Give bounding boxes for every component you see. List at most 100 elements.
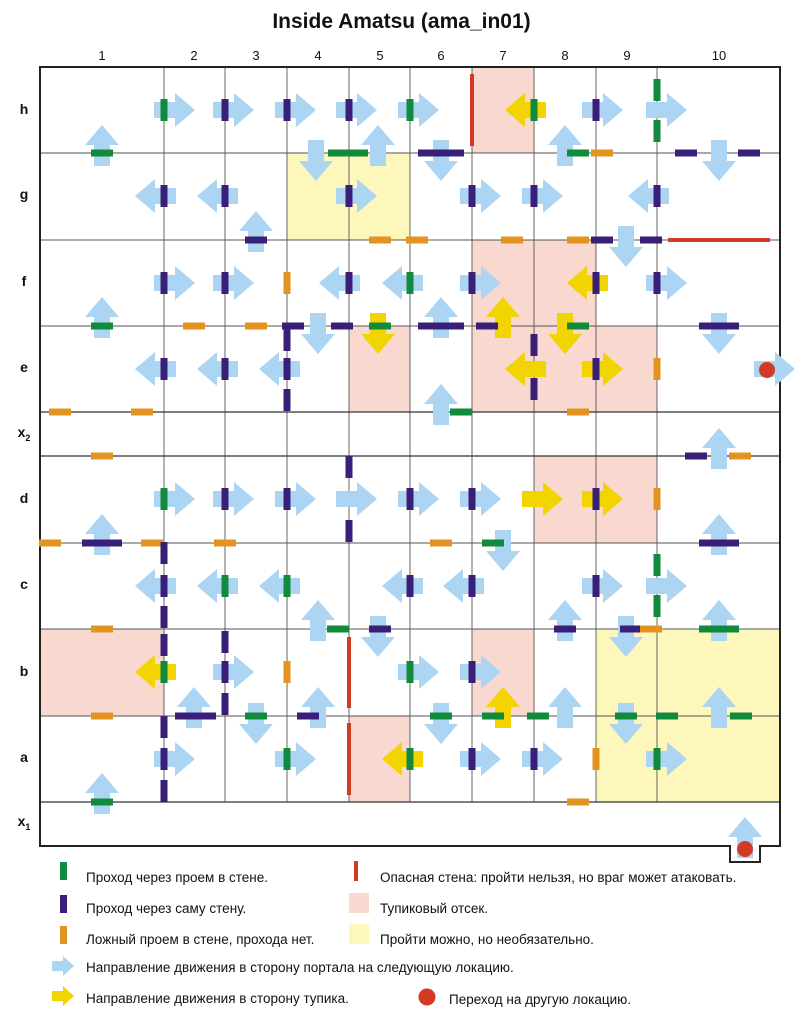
purple-wall-marker <box>160 634 168 656</box>
exit-dot-1 <box>737 841 753 857</box>
blue-arrow-l <box>135 569 176 603</box>
orange-wall-marker <box>283 661 291 683</box>
purple-wall-marker <box>468 575 476 597</box>
blue-arrow-r <box>213 655 254 689</box>
blue-arrow-u <box>85 125 119 166</box>
purple-wall-marker <box>738 149 760 157</box>
green-wall-marker <box>699 625 739 633</box>
yellow-arrow-r <box>582 482 623 516</box>
purple-wall-marker <box>418 149 464 157</box>
orange-wall-marker <box>91 625 113 633</box>
orange-wall-marker <box>49 408 71 416</box>
orange-wall-marker <box>729 452 751 460</box>
green-wall-marker <box>653 120 661 142</box>
blue-arrow-r <box>275 742 316 776</box>
column-label: 8 <box>561 48 568 63</box>
column-label: 4 <box>314 48 321 63</box>
column-label: 6 <box>437 48 444 63</box>
blue-arrow-r <box>154 266 195 300</box>
purple-wall-marker <box>221 693 229 715</box>
purple-wall-marker <box>345 185 353 207</box>
orange-wall-marker <box>141 539 163 547</box>
blue-arrow-u <box>239 211 273 252</box>
row-label: c <box>20 576 28 592</box>
green-wall-marker <box>283 748 291 770</box>
purple-wall-marker <box>160 542 168 564</box>
green-wall-marker <box>91 322 113 330</box>
blue-arrow-d <box>486 530 520 571</box>
legend-green-text: Проход через проем в стене. <box>86 870 268 885</box>
purple-wall-marker <box>331 322 353 330</box>
orange-wall-marker <box>131 408 153 416</box>
orange-wall-marker <box>91 452 113 460</box>
blue-arrow-r <box>398 93 439 127</box>
blue-arrow-d <box>609 616 643 657</box>
legend-yellow-marker <box>349 924 369 944</box>
blue-arrow-u <box>548 125 582 166</box>
green-wall-marker <box>527 712 549 720</box>
blue-arrow-u <box>728 817 762 858</box>
green-wall-marker <box>450 408 472 416</box>
orange-wall-marker <box>430 539 452 547</box>
blue-arrow-r <box>460 742 501 776</box>
blue-arrow-u <box>702 600 736 641</box>
purple-wall-marker <box>160 358 168 380</box>
green-wall-marker <box>567 322 589 330</box>
blue-arrow-r <box>336 179 377 213</box>
blue-arrow-d <box>702 140 736 181</box>
blue-arrow-u <box>702 514 736 555</box>
orange-wall-marker <box>567 236 589 244</box>
blue-arrow-u <box>85 297 119 338</box>
green-wall-marker <box>406 99 414 121</box>
blue-arrow-u <box>702 428 736 469</box>
purple-wall-marker <box>160 716 168 738</box>
blue-arrow-d <box>239 703 273 744</box>
orange-wall-marker <box>91 712 113 720</box>
column-label: 9 <box>623 48 630 63</box>
legend-bluearrow-text: Направление движения в сторону портала н… <box>86 960 514 975</box>
yellow-arrow-u <box>486 297 520 338</box>
green-wall-marker <box>91 149 113 157</box>
blue-arrow-u <box>424 297 458 338</box>
green-wall-marker <box>653 595 661 617</box>
blue-arrow-r <box>522 742 563 776</box>
legend-yellowarrow-marker <box>52 986 74 1006</box>
purple-wall-marker <box>592 575 600 597</box>
blue-arrow-r <box>646 266 687 300</box>
orange-wall-marker <box>640 625 662 633</box>
blue-arrow-d <box>424 703 458 744</box>
purple-wall-marker <box>221 631 229 653</box>
blue-arrow-r <box>646 742 687 776</box>
yellow-arrow-d <box>548 313 582 354</box>
green-wall-marker <box>160 488 168 510</box>
green-wall-marker <box>653 748 661 770</box>
orange-wall-marker <box>567 798 589 806</box>
areas-layer <box>40 67 780 802</box>
blue-arrow-l <box>259 569 300 603</box>
blue-arrow-l <box>382 569 423 603</box>
purple-wall-marker <box>591 236 613 244</box>
blue-arrow-d <box>609 703 643 744</box>
row-label: h <box>20 101 29 117</box>
green-wall-marker <box>328 149 368 157</box>
green-wall-marker <box>283 575 291 597</box>
green-wall-marker <box>221 575 229 597</box>
purple-wall-marker <box>345 520 353 542</box>
orange-wall-marker <box>653 488 661 510</box>
blue-arrow-l <box>382 266 423 300</box>
exit-dot-0 <box>759 362 775 378</box>
purple-wall-marker <box>160 606 168 628</box>
purple-wall-marker <box>297 712 319 720</box>
row-label: x2 <box>18 424 31 443</box>
purple-wall-marker <box>468 488 476 510</box>
purple-wall-marker <box>476 322 498 330</box>
legend-yellowarrow-text: Направление движения в сторону тупика. <box>86 991 349 1006</box>
blue-arrow-r <box>460 266 501 300</box>
blue-arrow-r <box>213 482 254 516</box>
green-wall-marker <box>430 712 452 720</box>
purple-wall-marker <box>160 780 168 802</box>
orange-wall-marker <box>591 149 613 157</box>
green-wall-marker <box>91 798 113 806</box>
column-label: 3 <box>252 48 259 63</box>
blue-arrow-u <box>85 514 119 555</box>
